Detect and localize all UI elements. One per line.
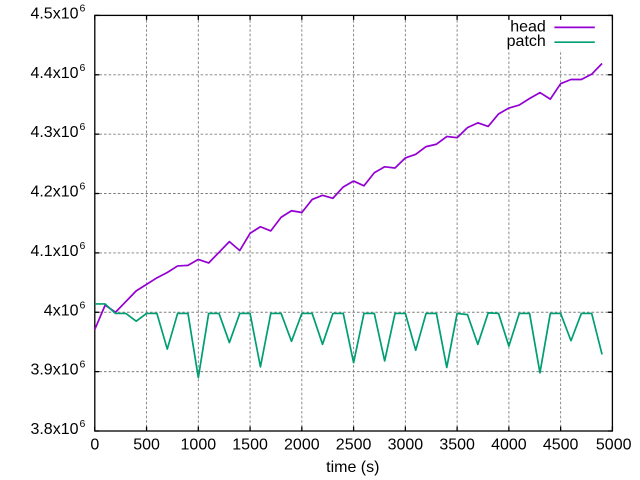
svg-text:time (s): time (s) <box>326 459 379 476</box>
svg-text:0: 0 <box>90 437 99 454</box>
svg-text:4000: 4000 <box>491 437 527 454</box>
svg-text:3000: 3000 <box>388 437 424 454</box>
svg-text:4.4x10: 4.4x10 <box>30 65 78 82</box>
svg-text:4.5x10: 4.5x10 <box>30 6 78 23</box>
svg-text:4.2x10: 4.2x10 <box>30 184 78 201</box>
svg-text:500: 500 <box>133 437 160 454</box>
svg-text:6: 6 <box>80 3 86 15</box>
svg-text:6: 6 <box>80 181 86 193</box>
svg-text:6: 6 <box>80 418 86 430</box>
svg-text:6: 6 <box>80 359 86 371</box>
svg-text:1000: 1000 <box>181 437 217 454</box>
svg-text:2500: 2500 <box>336 437 372 454</box>
svg-text:4500: 4500 <box>543 437 579 454</box>
svg-text:head: head <box>510 18 546 35</box>
svg-text:6: 6 <box>80 240 86 252</box>
svg-text:4.3x10: 4.3x10 <box>30 124 78 141</box>
svg-text:4.1x10: 4.1x10 <box>30 243 78 260</box>
svg-text:3.9x10: 3.9x10 <box>30 362 78 379</box>
svg-text:3.8x10: 3.8x10 <box>30 421 78 438</box>
svg-text:1500: 1500 <box>232 437 268 454</box>
svg-text:patch: patch <box>507 33 546 50</box>
svg-text:2000: 2000 <box>284 437 320 454</box>
svg-text:6: 6 <box>80 299 86 311</box>
svg-text:3500: 3500 <box>439 437 475 454</box>
svg-text:6: 6 <box>80 62 86 74</box>
svg-text:4x10: 4x10 <box>44 302 79 319</box>
svg-text:6: 6 <box>80 121 86 133</box>
svg-text:5000: 5000 <box>596 437 632 454</box>
